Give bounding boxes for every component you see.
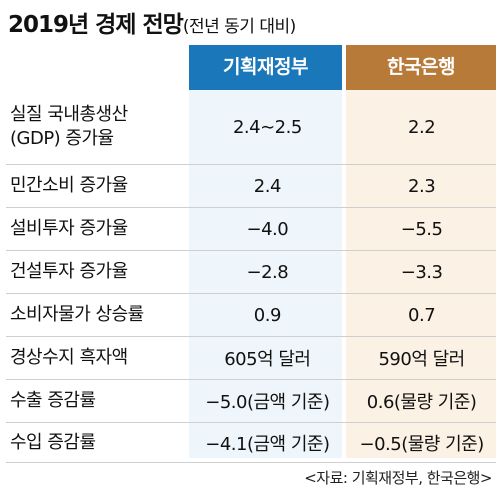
row-label: 수입 증감률 <box>10 431 96 453</box>
row-label: 민간소비 증가율 <box>10 175 128 196</box>
table-row: 소비자물가 상승률 0.9 0.7 <box>6 293 496 336</box>
mof-value: 2.4 <box>253 175 282 197</box>
table-row: 건설투자 증가율 −2.8 −3.3 <box>6 250 496 293</box>
row-label: 실질 국내총생산 (GDP) 증가율 <box>10 104 128 149</box>
source-note: <자료: 기획재정부, 한국은행> <box>304 469 492 487</box>
bok-value: 0.6(물량 기준) <box>366 392 477 413</box>
table-title: 2019년 경제 전망(전년 동기 대비) <box>8 6 296 44</box>
forecast-table-body: 실질 국내총생산 (GDP) 증가율 2.4∼2.5 2.2 민간소비 증가율 … <box>6 90 496 463</box>
mof-value: 2.4∼2.5 <box>232 116 302 138</box>
table-row: 수입 증감률 −4.1(금액 기준) −0.5(물량 기준) <box>6 422 496 463</box>
bok-value: −0.5(물량 기준) <box>359 433 485 455</box>
bok-value: 590억 달러 <box>378 349 465 370</box>
row-label: 건설투자 증가율 <box>10 261 128 282</box>
mof-value: −2.8 <box>246 261 289 283</box>
row-label: 설비투자 증가율 <box>10 218 128 239</box>
bok-column-background <box>346 45 496 458</box>
column-header-mof: 기획재정부 <box>189 45 342 90</box>
bok-value: 2.3 <box>408 175 436 197</box>
mof-value: −4.1(금액 기준) <box>205 433 330 455</box>
title-main: 2019년 경제 전망 <box>8 12 184 38</box>
row-label: 수출 증감률 <box>10 390 96 411</box>
title-sub: (전년 동기 대비) <box>182 17 296 37</box>
mof-column-background <box>189 45 342 458</box>
table-row: 수출 증감률 −5.0(금액 기준) 0.6(물량 기준) <box>6 379 496 422</box>
row-label: 경상수지 흑자액 <box>10 347 128 368</box>
column-header-bok: 한국은행 <box>346 45 496 90</box>
table-row: 설비투자 증가율 −4.0 −5.5 <box>6 207 496 250</box>
table-row: 경상수지 흑자액 605억 달러 590억 달러 <box>6 336 496 379</box>
mof-value: −5.0(금액 기준) <box>205 392 330 413</box>
row-label: 소비자물가 상승률 <box>10 304 144 325</box>
mof-value: −4.0 <box>246 218 289 240</box>
mof-value: 0.9 <box>253 304 282 326</box>
table-row: 민간소비 증가율 2.4 2.3 <box>6 164 496 207</box>
bok-value: −3.3 <box>400 261 443 283</box>
table-row: 실질 국내총생산 (GDP) 증가율 2.4∼2.5 2.2 <box>6 90 496 164</box>
mof-value: 605억 달러 <box>224 349 311 370</box>
bok-value: 2.2 <box>408 116 436 138</box>
bok-value: −5.5 <box>400 218 443 240</box>
bok-value: 0.7 <box>408 304 436 326</box>
